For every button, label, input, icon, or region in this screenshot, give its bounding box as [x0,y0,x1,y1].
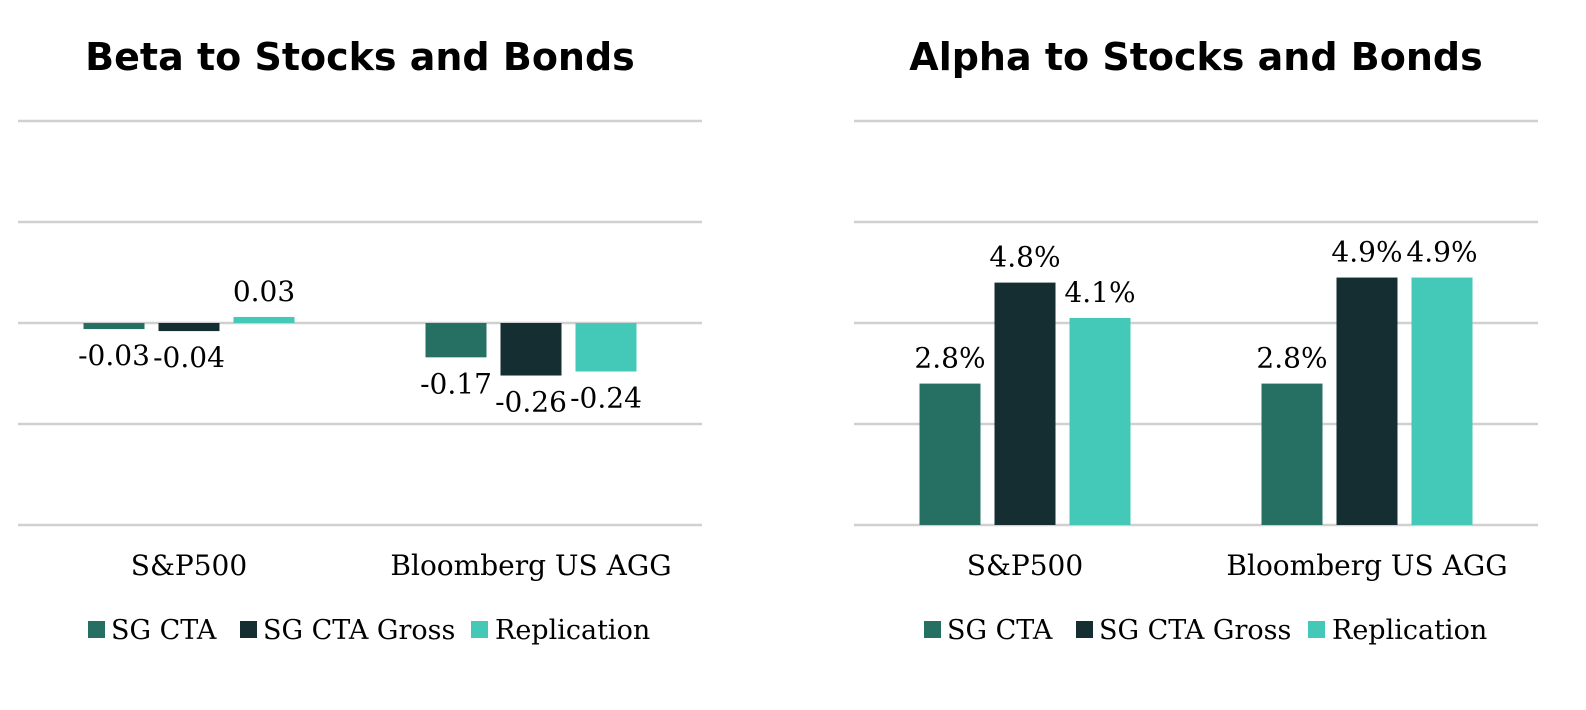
bar-replication-s-p500 [1069,317,1131,525]
legend-label-sg-cta-gross: SG CTA Gross [263,615,455,646]
x-tick-label-bloomberg-us-agg: Bloomberg US AGG [1226,549,1507,582]
x-tick-label-s-p500: S&P500 [967,549,1083,582]
legend-label-sg-cta-gross: SG CTA Gross [1099,615,1291,646]
data-label: -0.26 [495,386,567,419]
data-label: -0.24 [570,381,642,414]
legend-label-sg-cta: SG CTA [111,615,217,646]
legend-swatch-sg-cta-gross [1076,621,1093,638]
data-label: 2.8% [914,342,985,375]
data-label: -0.03 [78,339,150,372]
legend-swatch-sg-cta-gross [240,621,257,638]
bar-sg-cta-gross-s-p500 [158,323,220,332]
data-label: 0.03 [233,275,295,308]
data-label: 4.8% [989,241,1060,274]
chart-panel-1: Beta to Stocks and Bonds S&P500 -0.03 -0.04… [18,35,702,646]
legend-swatch-replication [471,621,488,638]
data-label: 4.9% [1406,236,1477,269]
legend-swatch-sg-cta [88,621,105,638]
x-tick-label-bloomberg-us-agg: Bloomberg US AGG [390,549,671,582]
data-label: 4.9% [1331,236,1402,269]
bar-replication-s-p500 [233,316,295,323]
bar-replication-bloomberg-us-agg [1411,277,1473,525]
legend-label-replication: Replication [495,615,650,646]
chart-title: Alpha to Stocks and Bonds [909,35,1482,79]
data-label: 2.8% [1256,342,1327,375]
bar-sg-cta-s-p500 [83,323,145,330]
legend-label-sg-cta: SG CTA [947,615,1053,646]
bar-replication-bloomberg-us-agg [575,323,637,372]
bar-sg-cta-gross-bloomberg-us-agg [500,323,562,376]
data-label: -0.17 [420,367,492,400]
chart-panel-2: Alpha to Stocks and BondsS&P5002.8%4.8%4… [854,35,1538,646]
data-label: 4.1% [1064,276,1135,309]
bar-sg-cta-s-p500 [919,383,981,525]
legend-label-replication: Replication [1332,615,1487,646]
data-label: -0.04 [153,341,225,374]
bar-sg-cta-gross-bloomberg-us-agg [1336,277,1398,525]
bar-sg-cta-bloomberg-us-agg [1261,383,1323,525]
bar-sg-cta-bloomberg-us-agg [425,323,487,358]
bar-sg-cta-gross-s-p500 [994,282,1056,525]
chart-title: Beta to Stocks and Bonds [85,35,635,79]
x-tick-label-s-p500: S&P500 [131,549,247,582]
legend-swatch-sg-cta [924,621,941,638]
legend-swatch-replication [1308,621,1325,638]
